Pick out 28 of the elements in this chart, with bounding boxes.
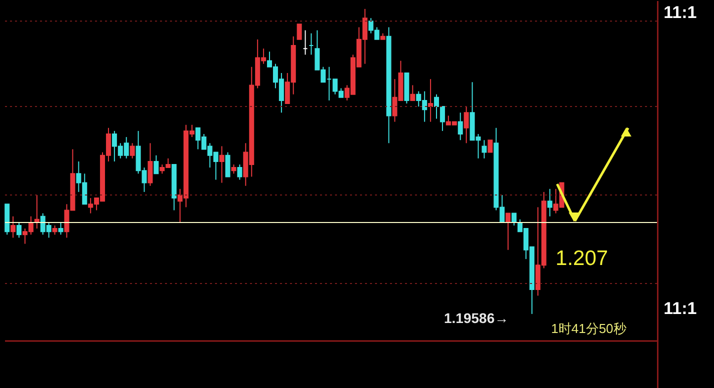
annotation: 1.19586→ [444,310,509,326]
candlestick [488,140,493,153]
candlestick [58,222,64,236]
candlestick [52,225,58,236]
candlestick [410,84,416,101]
annotation: 1.207 [556,247,608,270]
candlestick [482,140,487,159]
candlestick [231,164,236,174]
candlestick [512,212,517,226]
candlestick [547,188,552,217]
candlestick [154,154,159,174]
candlestick [434,94,440,120]
candlestick [130,142,135,159]
text: 11:1 [664,3,697,22]
candlestick [16,222,22,238]
candlestick [237,164,242,180]
candlestick [506,212,511,250]
candlestick [428,78,434,122]
candlestick [10,216,16,238]
candlestick [148,142,153,186]
candlestick [225,152,230,178]
candlestick [296,24,302,40]
candlestick [458,112,463,141]
text: 1时41分50秒 [551,321,626,336]
candlestick [464,106,469,144]
text: 11:1 [664,299,697,318]
candlestick [219,146,224,184]
candlestick [440,106,445,132]
